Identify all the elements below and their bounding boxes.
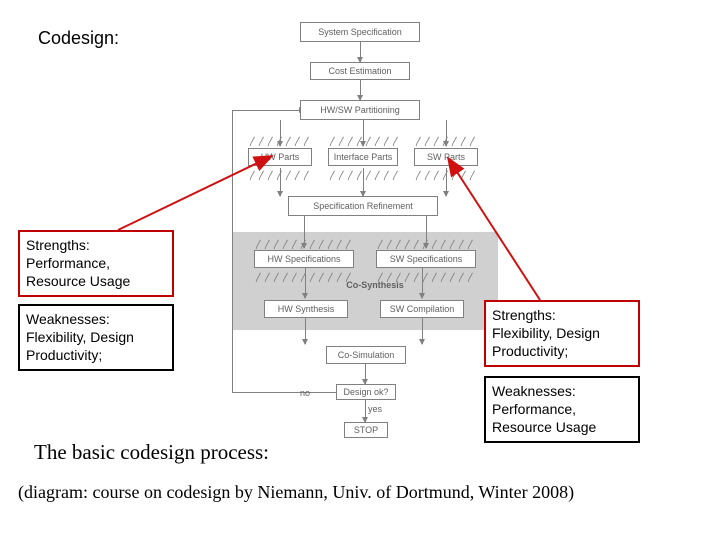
zigzag-divider: 〳〳〳〳〳〳〳〳〳〳〳〳〳〳〳〳 — [254, 269, 354, 284]
callout-right_bot: Weaknesses:Performance,Resource Usage — [484, 376, 640, 443]
label-no: no — [300, 388, 310, 398]
flow-node-swcomp: SW Compilation — [380, 300, 464, 318]
zigzag-divider: 〳〳〳〳〳〳〳〳〳〳〳〳〳〳〳〳 — [328, 167, 398, 182]
feedback-line-v — [232, 110, 233, 392]
flow-node-swparts: SW Parts — [414, 148, 478, 166]
footer-caption-1: The basic codesign process: — [34, 440, 269, 465]
footer-caption-2: (diagram: course on codesign by Niemann,… — [18, 482, 574, 503]
flow-node-hwsynth: HW Synthesis — [264, 300, 348, 318]
flow-arrow — [365, 400, 366, 422]
zigzag-divider: 〳〳〳〳〳〳〳〳〳〳〳〳〳〳〳〳 — [376, 236, 476, 251]
callout-right_top: Strengths:Flexibility, DesignProductivit… — [484, 300, 640, 367]
flow-node-designok: Design ok? — [336, 384, 396, 400]
flow-node-ifparts: Interface Parts — [328, 148, 398, 166]
flow-node-partition: HW/SW Partitioning — [300, 100, 420, 120]
callout-left_bot: Weaknesses:Flexibility, DesignProductivi… — [18, 304, 174, 371]
flow-node-sysspec: System Specification — [300, 22, 420, 42]
flow-node-cosim: Co-Simulation — [326, 346, 406, 364]
flow-arrow — [360, 80, 361, 100]
page-title: Codesign: — [38, 28, 119, 49]
zigzag-divider: 〳〳〳〳〳〳〳〳〳〳〳〳〳〳〳〳 — [328, 133, 398, 148]
flow-node-hwspec: HW Specifications — [254, 250, 354, 268]
zigzag-divider: 〳〳〳〳〳〳〳〳〳〳〳〳〳〳〳〳 — [414, 133, 478, 148]
flow-arrow — [305, 318, 306, 344]
zigzag-divider: 〳〳〳〳〳〳〳〳〳〳〳〳〳〳〳〳 — [248, 133, 312, 148]
zigzag-divider: 〳〳〳〳〳〳〳〳〳〳〳〳〳〳〳〳 — [254, 236, 354, 251]
flow-arrow — [365, 364, 366, 384]
flow-node-hwparts: HW Parts — [248, 148, 312, 166]
flow-node-swspec: SW Specifications — [376, 250, 476, 268]
zigzag-divider: 〳〳〳〳〳〳〳〳〳〳〳〳〳〳〳〳 — [414, 167, 478, 182]
flow-node-cosynth: Co-Synthesis — [340, 278, 410, 292]
flow-node-stop: STOP — [344, 422, 388, 438]
zigzag-divider: 〳〳〳〳〳〳〳〳〳〳〳〳〳〳〳〳 — [248, 167, 312, 182]
feedback-line-h1 — [232, 392, 336, 393]
flow-arrow — [422, 318, 423, 344]
feedback-line-h2 — [232, 110, 300, 111]
flow-node-costest: Cost Estimation — [310, 62, 410, 80]
label-yes: yes — [368, 404, 382, 414]
callout-left_top: Strengths:Performance,Resource Usage — [18, 230, 174, 297]
flow-node-specref: Specification Refinement — [288, 196, 438, 216]
flow-arrow — [360, 42, 361, 62]
